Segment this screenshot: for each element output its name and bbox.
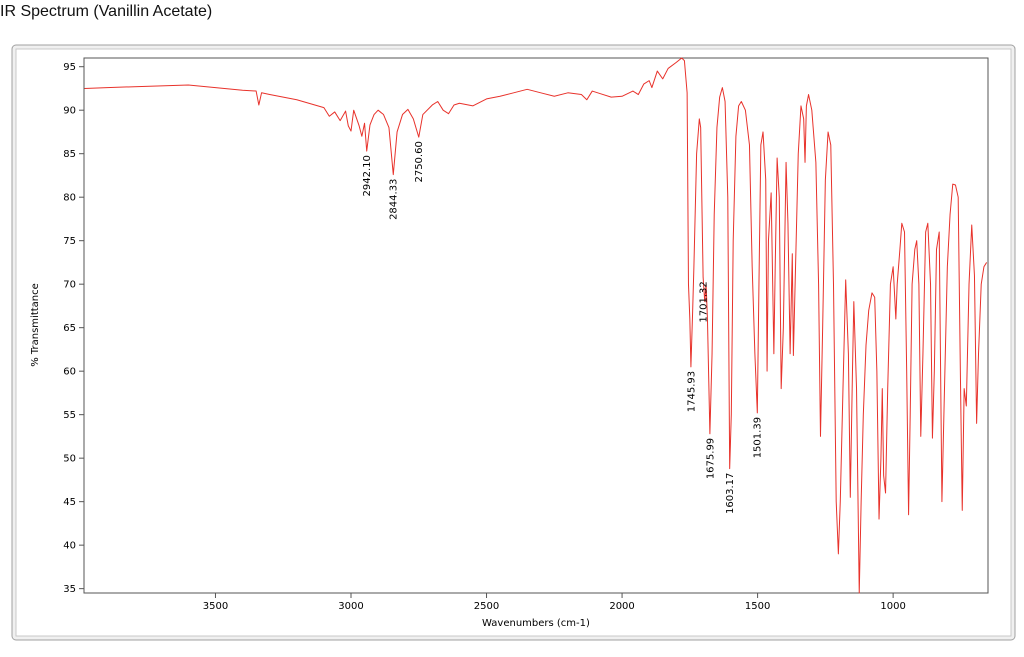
plot-area <box>83 57 989 594</box>
y-tick-label: 70 <box>63 280 76 291</box>
y-tick-label: 75 <box>63 236 76 247</box>
y-tick-label: 50 <box>63 454 76 465</box>
x-tick-label: 2500 <box>474 601 499 612</box>
y-tick-label: 35 <box>63 584 76 595</box>
y-tick-label: 90 <box>63 106 76 117</box>
chart-title: IR Spectrum (Vanillin Acetate) <box>0 3 212 20</box>
y-axis-label: % Transmittance <box>30 283 41 367</box>
y-tick-label: 80 <box>63 193 76 204</box>
y-tick-label: 55 <box>63 410 76 421</box>
x-tick-label: 1000 <box>880 601 905 612</box>
x-axis-label: Wavenumbers (cm-1) <box>482 618 590 629</box>
x-tick-label: 2000 <box>609 601 634 612</box>
peak-label: 1603.17 <box>725 473 736 514</box>
peak-label: 1745.93 <box>686 371 697 412</box>
x-tick-label: 3500 <box>203 601 228 612</box>
peak-label: 1675.99 <box>705 438 716 479</box>
y-tick-label: 65 <box>63 323 76 334</box>
peak-label: 2844.33 <box>389 179 400 220</box>
y-tick-label: 40 <box>63 541 76 552</box>
peak-label: 1701.32 <box>699 281 710 322</box>
y-tick-label: 85 <box>63 149 76 160</box>
y-tick-label: 95 <box>63 62 76 73</box>
y-tick-label: 45 <box>63 497 76 508</box>
peak-label: 2942.10 <box>362 155 373 196</box>
peak-label: 1501.39 <box>753 417 764 458</box>
peak-label: 2750.60 <box>414 141 425 182</box>
y-tick-label: 60 <box>63 367 76 378</box>
x-tick-label: 3000 <box>338 601 363 612</box>
x-tick-label: 1500 <box>745 601 770 612</box>
spectrum-line <box>84 57 988 594</box>
